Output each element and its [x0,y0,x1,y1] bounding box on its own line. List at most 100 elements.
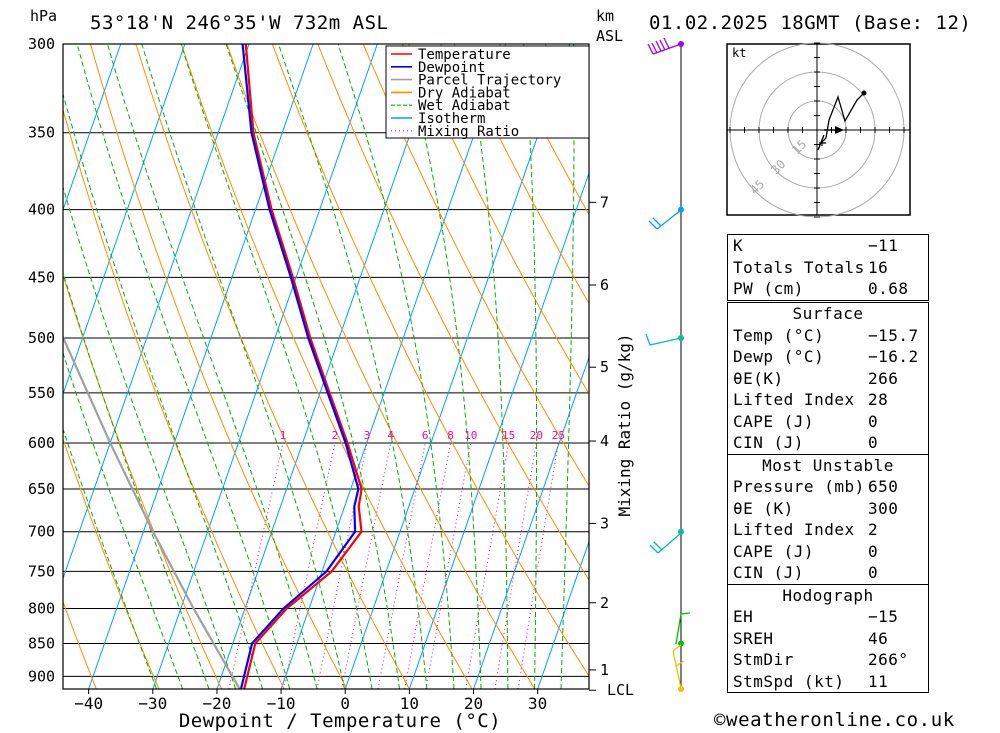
index-label: StmSpd (kt) [733,671,845,691]
index-value: 46 [868,628,889,648]
dry-adiabat-line [63,108,285,689]
pressure-tick-label: 600 [28,434,55,452]
wet-adiabat-line [63,351,184,689]
wind-barb [675,612,691,645]
index-value: −15 [868,607,899,626]
wind-barb [648,209,682,230]
index-row: CAPE (J) 0 [728,541,928,563]
dry-adiabat-line [135,44,410,689]
isotherm-line [88,44,314,689]
index-section-title: Surface [792,304,864,323]
isotherm-line [63,44,122,212]
index-value: 0 [868,411,879,431]
x-tick-label: −20 [202,694,231,713]
wind-barb [647,37,682,55]
index-label: Lifted Index [733,390,855,409]
index-value: 300 [868,498,899,518]
pressure-tick-label: 400 [28,201,55,219]
isotherm-line [537,540,589,689]
index-value: 266° [868,650,909,669]
station-location: 53°18'N 246°35'W 732m ASL [90,12,388,34]
pressure-tick-label: 550 [28,384,55,402]
index-label: Pressure (mb) [733,477,865,496]
mixing-ratio-label: 8 [447,429,454,442]
index-section: Hodograph EH −15 SREH 46 StmDir 266° StmSpd (kt… [728,583,928,693]
height-tick-label: 4 [600,432,609,450]
pressure-tick-label: 350 [28,124,55,142]
height-unit-km: km [596,7,614,25]
wind-level-dot [678,640,684,647]
valid-datetime: 01.02.2025 18GMT (Base: 12) [649,12,971,34]
dry-adiabat-line [271,44,589,677]
isotherm-line [63,44,250,580]
mixing-ratio-line [316,442,368,689]
dry-adiabat-line [317,44,589,581]
legend-label: Parcel Trajectory [418,73,561,89]
index-table-general: K −11 Totals Totals 16 PW (cm) 0.68 [727,234,929,301]
pressure-tick-label: 450 [28,268,55,286]
pressure-tick-label: 750 [28,562,55,580]
index-row: θE (K) 300 [728,498,928,520]
dry-adiabat-line [63,600,97,689]
pressure-tick-label: 700 [28,523,55,541]
mixing-ratio-line [404,442,452,689]
wet-adiabat-line [180,44,373,689]
index-value: 0 [868,433,879,452]
mixing-ratio-label: 25 [552,429,565,442]
index-value: 28 [868,390,889,409]
wet-adiabat-line [523,44,538,689]
height-unit-asl: ASL [596,27,623,45]
isotherm-line [280,44,507,689]
mixing-ratio-label: 4 [387,429,394,442]
index-row: Dewp (°C) −16.2 [728,346,928,368]
index-value: −15.7 [868,325,919,345]
x-tick-label: −40 [74,694,103,713]
wet-adiabat-line [402,44,482,689]
index-row: θE(K) 266 [728,368,928,390]
index-section: Surface Temp (°C) −15.7 Dewp (°C) −16.2 θE(K)… [728,303,928,454]
pressure-unit: hPa [30,7,57,25]
index-section: Most Unstable Pressure (mb) 650 θE (K) 300 Li… [728,453,928,584]
index-label: PW (cm) [733,279,804,298]
index-row: EH −15 [728,606,928,628]
mixing-ratio-line [425,442,472,689]
x-tick-label: 30 [528,694,547,713]
index-label: SREH [733,628,774,648]
height-tick-label: 5 [600,358,609,376]
height-tick-label: 7 [600,193,609,211]
plot-frame [62,43,590,690]
index-section-title: Most Unstable [762,455,894,475]
dry-adiabat-line [90,44,348,689]
index-label: CIN (J) [733,433,804,452]
index-value: 0 [868,563,879,582]
wind-profile [645,37,691,692]
mixing-ratio-line [494,442,537,689]
dry-adiabat-line [180,44,473,689]
height-tick-label: 3 [600,514,609,532]
index-row: Pressure (mb) 650 [728,476,928,498]
index-row: StmSpd (kt) 11 [728,671,928,693]
wind-level-dot [678,528,684,535]
hodograph-trace [821,92,865,143]
index-label: CAPE (J) [733,541,815,561]
index-label: CIN (J) [733,563,804,582]
index-value: 2 [868,520,879,539]
index-row: Totals Totals 16 [728,257,928,279]
legend-label: Dry Adiabat [418,85,511,101]
index-value: 16 [868,257,889,277]
dry-adiabat-line [63,273,223,689]
index-value: 266 [868,368,899,388]
index-table-main: Surface Temp (°C) −15.7 Dewp (°C) −16.2 θE(K)… [727,302,929,693]
index-row: CIN (J) 0 [728,432,928,454]
dewpoint-profile [239,44,360,689]
mixing-ratio-label: 2 [332,429,339,442]
pressure-tick-label: 300 [28,35,55,53]
dry-adiabat-line [362,44,589,487]
mixing-ratio-label: 10 [464,429,477,442]
height-tick-label: 6 [600,276,609,294]
mixing-ratio-line [517,442,559,689]
mixing-ratio-label: 1 [280,429,287,442]
x-axis-label: Dewpoint / Temperature (°C) [179,710,501,732]
storm-motion-marker [835,126,844,134]
x-tick-label: 0 [340,694,350,713]
